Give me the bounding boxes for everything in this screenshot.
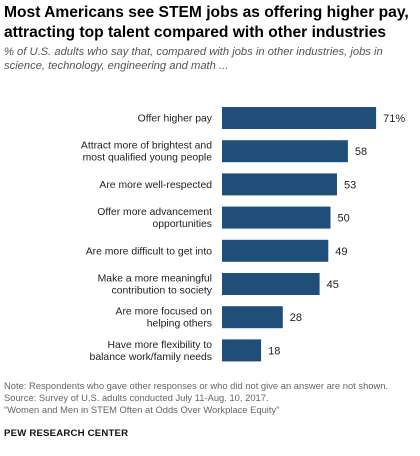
- category-label: Offer higher pay: [138, 114, 213, 125]
- source-text: Source: Survey of U.S. adults conducted …: [4, 392, 269, 403]
- value-label: 49: [335, 246, 347, 258]
- note-text: Note: Respondents who gave other respons…: [4, 380, 389, 391]
- value-label: 18: [268, 345, 280, 357]
- category-label: Are more well-respected: [99, 180, 212, 191]
- value-label: 28: [290, 312, 302, 324]
- bar: [222, 339, 262, 362]
- category-label: Attract more of brightest and: [81, 141, 212, 152]
- chart-title: Most Americans see STEM jobs as offering…: [4, 4, 409, 41]
- category-label: contribution to society: [112, 286, 213, 297]
- category-label: Are more difficult to get into: [86, 246, 213, 257]
- value-label: 53: [344, 179, 356, 191]
- category-label: helping others: [147, 319, 212, 330]
- value-label: 71%: [383, 113, 405, 125]
- category-label: Offer more advancement: [97, 207, 212, 218]
- footnotes: Note: Respondents who gave other respons…: [4, 380, 418, 416]
- bar: [222, 306, 283, 329]
- bar: [222, 173, 337, 196]
- category-label: Have more flexibility to: [107, 340, 212, 351]
- category-label: opportunities: [153, 219, 213, 230]
- bar: [222, 107, 377, 129]
- value-label: 45: [327, 279, 339, 291]
- category-label: Are more focused on: [116, 307, 213, 318]
- report-title: “Women and Men in STEM Often at Odds Ove…: [4, 404, 280, 415]
- bar: [222, 206, 331, 229]
- bar: [222, 140, 348, 163]
- value-label: 58: [355, 146, 367, 158]
- category-label: Make a more meaningful: [98, 274, 212, 285]
- chart-subtitle: % of U.S. adults who say that, compared …: [4, 46, 383, 72]
- bar-chart: 71% Offer higher pay 58 Attract more of bri…: [81, 107, 405, 363]
- bar: [222, 239, 329, 262]
- bar: [222, 273, 320, 295]
- value-label: 50: [338, 213, 350, 225]
- pew-logo-text: PEW RESEARCH CENTER: [4, 428, 129, 439]
- category-label: balance work/family needs: [90, 352, 212, 363]
- category-label: most qualified young people: [83, 153, 213, 164]
